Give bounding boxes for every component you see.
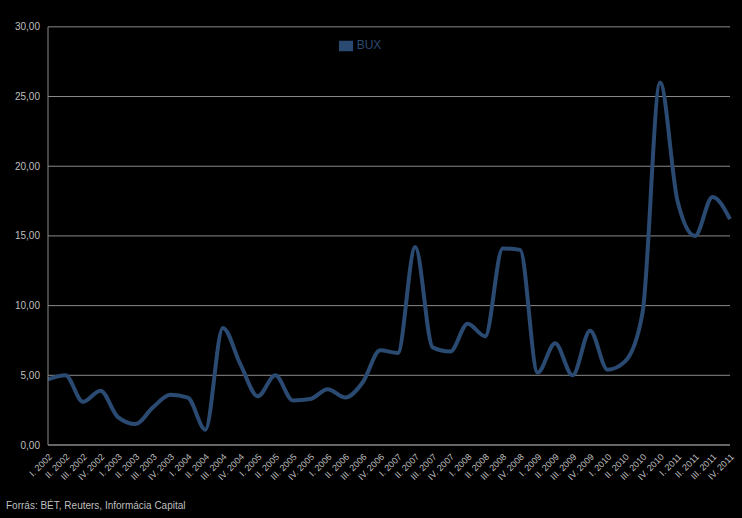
svg-text:0,00: 0,00: [21, 440, 41, 451]
svg-text:I. 2004: I. 2004: [167, 451, 194, 479]
svg-text:I. 2011: I. 2011: [657, 451, 684, 478]
svg-text:IV. 2010: IV. 2010: [635, 451, 666, 483]
svg-text:IV. 2007: IV. 2007: [425, 451, 457, 483]
svg-text:III. 2009: III. 2009: [548, 451, 579, 482]
svg-text:IV. 2003: IV. 2003: [146, 451, 177, 483]
svg-text:5,00: 5,00: [21, 370, 41, 381]
svg-text:III. 2004: III. 2004: [198, 451, 229, 482]
svg-text:I. 2003: I. 2003: [97, 451, 124, 479]
svg-text:III. 2005: III. 2005: [268, 451, 299, 482]
svg-text:IV. 2008: IV. 2008: [495, 451, 527, 483]
svg-text:I. 2009: I. 2009: [517, 451, 544, 479]
svg-text:20,00: 20,00: [15, 161, 40, 172]
svg-text:III. 2011: III. 2011: [688, 451, 719, 482]
svg-text:II. 2003: II. 2003: [113, 451, 142, 481]
svg-text:25,00: 25,00: [15, 91, 40, 102]
svg-text:I. 2008: I. 2008: [447, 451, 474, 479]
svg-text:III. 2008: III. 2008: [478, 451, 509, 482]
svg-text:IV. 2004: IV. 2004: [216, 451, 247, 483]
html-text:BUX: BUX: [356, 38, 382, 52]
svg-text:I. 2007: I. 2007: [377, 451, 404, 479]
svg-text:II. 2008: II. 2008: [462, 451, 492, 481]
svg-text:IV. 2005: IV. 2005: [286, 451, 317, 483]
svg-text:II. 2002: II. 2002: [43, 451, 72, 481]
svg-text:II. 2006: II. 2006: [322, 451, 352, 481]
html-text:Forrás: BÉT, Reuters, Informác: Forrás: BÉT, Reuters, Informácia Capital: [6, 500, 186, 511]
svg-text:II. 2007: II. 2007: [392, 451, 422, 481]
svg-text:II. 2004: II. 2004: [183, 451, 212, 481]
svg-text:III. 2006: III. 2006: [338, 451, 369, 482]
svg-text:II. 2010: II. 2010: [602, 451, 631, 481]
svg-text:IV. 2002: IV. 2002: [76, 451, 107, 483]
svg-text:I. 2005: I. 2005: [237, 451, 264, 479]
svg-text:10,00: 10,00: [15, 300, 40, 311]
svg-text:III. 2007: III. 2007: [408, 451, 439, 482]
svg-text:III. 2003: III. 2003: [128, 451, 159, 482]
svg-text:30,00: 30,00: [15, 21, 40, 32]
svg-text:I. 2002: I. 2002: [27, 451, 54, 479]
svg-text:II. 2005: II. 2005: [253, 451, 282, 481]
svg-text:III. 2010: III. 2010: [618, 451, 649, 482]
svg-text:III. 2002: III. 2002: [58, 451, 89, 482]
svg-text:I. 2006: I. 2006: [307, 451, 334, 479]
svg-text:IV. 2009: IV. 2009: [565, 451, 596, 483]
svg-text:IV. 2006: IV. 2006: [356, 451, 387, 483]
svg-text:I. 2010: I. 2010: [587, 451, 614, 479]
svg-text:IV. 2011: IV. 2011: [706, 452, 734, 482]
svg-text:II. 2009: II. 2009: [532, 451, 562, 481]
svg-text:II. 2011: II. 2011: [673, 451, 701, 480]
svg-text:15,00: 15,00: [15, 230, 40, 241]
